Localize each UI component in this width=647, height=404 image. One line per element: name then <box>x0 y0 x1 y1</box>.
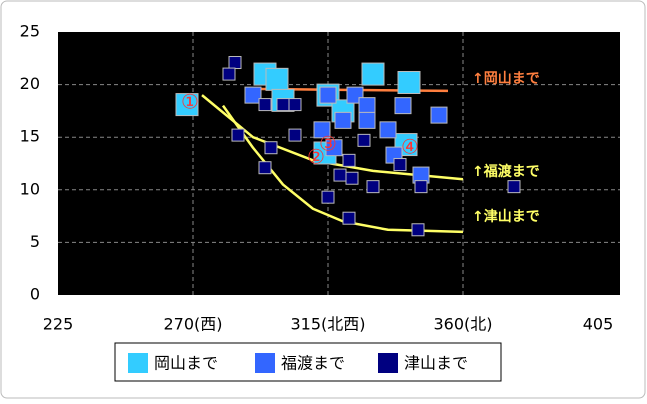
legend-label: 津山まで <box>404 354 468 373</box>
data-point <box>258 161 272 175</box>
data-point <box>366 180 380 194</box>
data-point <box>265 67 289 91</box>
data-point <box>393 158 407 172</box>
data-point <box>319 86 337 104</box>
data-point <box>358 97 376 115</box>
y-tick-label: 5 <box>30 232 40 251</box>
data-point <box>175 93 199 117</box>
legend-label: 岡山まで <box>154 354 218 373</box>
annotation: ↑津山まで <box>472 208 540 225</box>
y-tick-label: 0 <box>30 285 40 304</box>
data-point <box>288 98 302 112</box>
data-point <box>342 211 356 225</box>
x-tick-label: 405 <box>583 315 614 334</box>
data-point <box>342 153 356 167</box>
marker-label: ② <box>307 145 325 169</box>
legend-label: 福渡まで <box>281 354 345 373</box>
data-point <box>325 139 343 157</box>
x-tick-label: 360(北) <box>433 315 492 334</box>
data-point <box>334 111 352 129</box>
data-point <box>264 141 278 155</box>
legend-swatch <box>378 353 398 373</box>
data-point <box>357 133 371 147</box>
data-point <box>321 190 335 204</box>
data-point <box>361 62 385 86</box>
y-tick-label: 25 <box>20 22 40 41</box>
y-tick-label: 15 <box>20 127 40 146</box>
x-tick-label: 270(西) <box>163 315 222 334</box>
data-point <box>231 128 245 142</box>
data-point <box>379 121 397 139</box>
marker-label: ④ <box>401 135 419 159</box>
legend-swatch <box>128 353 148 373</box>
data-point <box>288 128 302 142</box>
data-point <box>333 168 347 182</box>
data-point <box>276 98 290 112</box>
plot-area <box>58 32 620 295</box>
y-tick-label: 20 <box>20 74 40 93</box>
data-point <box>313 121 331 139</box>
marker-label: ③ <box>319 132 337 156</box>
data-point <box>397 70 421 94</box>
data-point <box>244 86 262 104</box>
data-point <box>358 111 376 129</box>
annotation: ↑福渡まで <box>472 163 540 180</box>
data-point <box>507 180 521 194</box>
data-point <box>258 98 272 112</box>
data-point <box>430 106 448 124</box>
x-tick-label: 225 <box>43 315 74 334</box>
legend-box <box>114 342 502 382</box>
marker-label: ① <box>181 90 199 114</box>
data-point <box>222 67 236 81</box>
y-tick-label: 10 <box>20 179 40 198</box>
x-tick-label: 315(北西) <box>290 315 365 334</box>
annotation: ↑岡山まで <box>472 71 540 87</box>
data-point <box>228 56 242 70</box>
data-point <box>411 223 425 237</box>
data-point <box>394 97 412 115</box>
data-point <box>345 171 359 185</box>
trend-line <box>221 104 464 234</box>
data-point <box>414 180 428 194</box>
legend-swatch <box>255 353 275 373</box>
